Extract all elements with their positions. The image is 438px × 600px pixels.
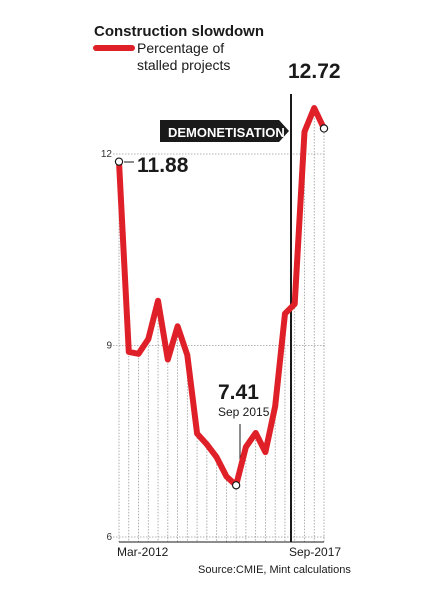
legend-label: Percentage of stalled projects (137, 40, 230, 73)
data-point-marker (114, 157, 124, 166)
series-line (116, 105, 327, 489)
x-start-label: Mar-2012 (117, 545, 169, 559)
source-note: Source:CMIE, Mint calculations (198, 564, 351, 576)
demonetisation-marker: DEMONETISATION (160, 94, 292, 542)
min-date-label: Sep 2015 (218, 405, 270, 419)
start-value-label: 11.88 (137, 154, 189, 177)
demonetisation-tag (160, 120, 289, 142)
y-tick-label: 9 (106, 341, 112, 352)
legend: Percentage of stalled projects (93, 40, 230, 73)
x-axis: Mar-2012 Sep-2017 (117, 541, 341, 559)
x-end-label: Sep-2017 (289, 545, 341, 559)
data-point-marker (319, 124, 329, 133)
y-tick-label: 12 (101, 149, 113, 160)
y-axis-ticks: 6 9 12 (101, 149, 113, 543)
demonetisation-label: DEMONETISATION (168, 125, 285, 140)
y-tick-label: 6 (106, 532, 112, 543)
data-point-marker (231, 481, 241, 490)
highlight-points (114, 124, 329, 490)
chart-title: Construction slowdown (94, 23, 264, 40)
legend-label-line: stalled projects (137, 57, 230, 73)
legend-label-line: Percentage of (137, 40, 224, 56)
min-value-label: 7.41 (218, 381, 259, 404)
max-value-label: 12.72 (288, 60, 341, 83)
